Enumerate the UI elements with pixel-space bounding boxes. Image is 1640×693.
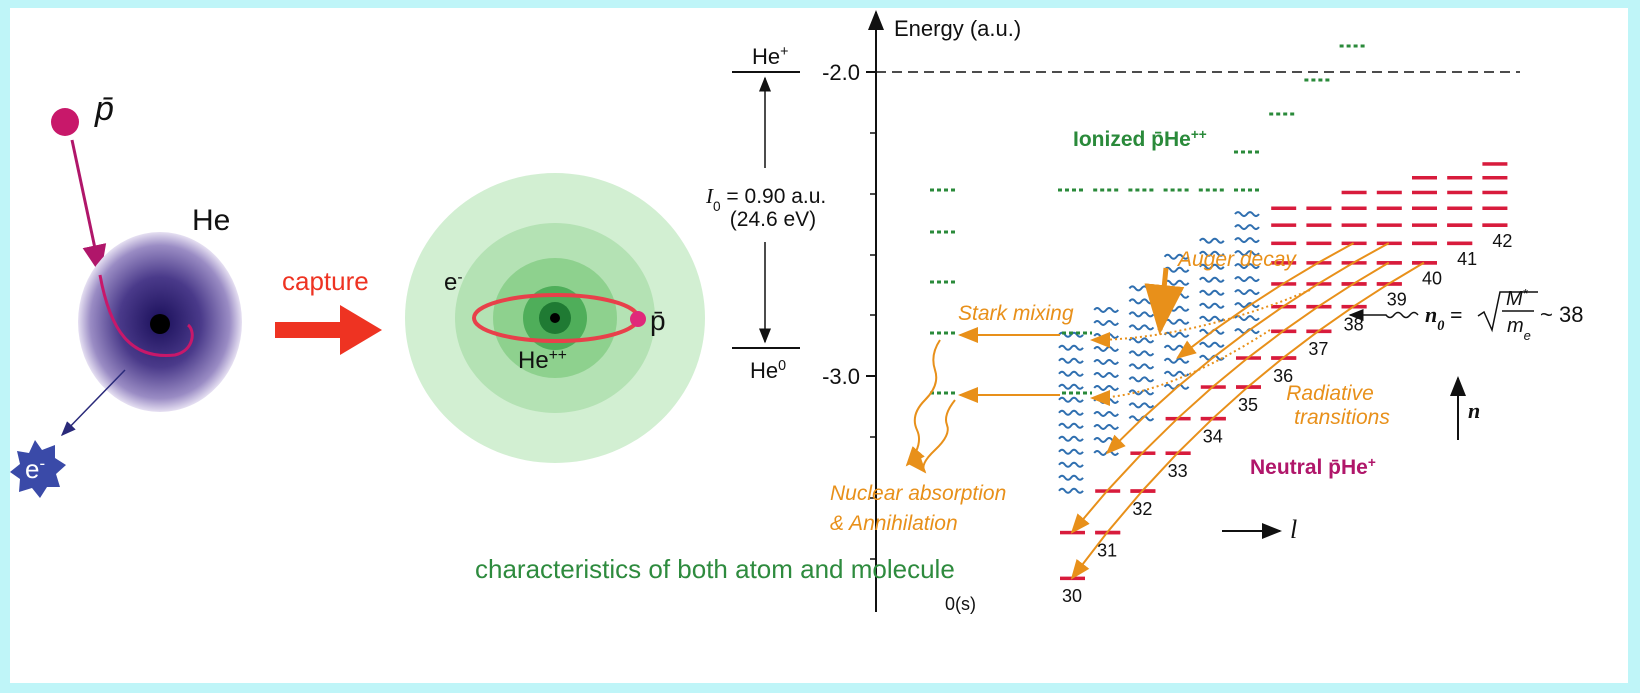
metastable-level [1447,242,1472,246]
neutral-label-part: Neutral p̄He [1250,456,1368,479]
metastable-level [1447,191,1472,195]
nucleus-label-part: He [518,347,549,374]
level-label: 33 [1168,461,1188,481]
he-zero-label-part: He [750,358,778,383]
n-axis-label: n [1468,398,1480,423]
ionization-ev: (24.6 eV) [730,208,816,231]
level-label: 40 [1422,269,1442,289]
tick-label: -3.0 [822,364,860,389]
he-plus-label-part: + [780,44,788,60]
stark-label: Stark mixing [958,302,1074,325]
metastable-level [1447,176,1472,180]
absorption-label: Nuclear absorption [830,482,1006,505]
n0-label-part: n [1425,302,1437,327]
n0-approx: ~ 38 [1540,302,1583,327]
level-label: 39 [1387,290,1407,310]
origin-label: 0(s) [945,594,976,614]
absorption-label: & Annihilation [830,512,958,535]
electron-label-part: - [39,454,45,473]
nucleus-label-part: ++ [549,347,567,364]
tick-label: -2.0 [822,60,860,85]
level-label: 35 [1238,395,1258,415]
metastable-level [1306,223,1331,227]
metastable-level [1342,191,1367,195]
metastable-level [1342,242,1367,246]
metastable-level [1377,191,1402,195]
level-label: 41 [1457,249,1477,269]
ionized-label: Ionized p̄He++ [1073,127,1207,152]
electron-label-part: e [25,454,39,484]
metastable-level [1482,176,1507,180]
radiative-label: Radiative [1286,382,1374,405]
level-label: 34 [1203,426,1223,446]
radiative-label: transitions [1294,406,1390,429]
metastable-level [1377,261,1402,265]
metastable-level [1271,242,1296,246]
metastable-level [1377,242,1402,246]
ionized-label-part: Ionized p̄He [1073,128,1191,151]
metastable-level [1306,207,1331,211]
axis-label: Energy (a.u.) [894,16,1021,41]
antiproton-label: p̄ [94,90,114,128]
he-nucleus [150,314,170,334]
ionization-label-part: = 0.90 a.u. [721,185,827,208]
level-label: 42 [1492,231,1512,251]
l-axis-label: l [1290,515,1297,544]
metastable-level [1377,207,1402,211]
neutral-label-part: + [1368,455,1376,470]
metastable-level [1482,191,1507,195]
n0-num-part: M [1506,288,1523,310]
level-label: 37 [1308,339,1328,359]
page: p̄Hee-capturee-p̄He++characteristics of … [0,0,1640,693]
metastable-level [1377,223,1402,227]
caption: characteristics of both atom and molecul… [475,554,955,584]
metastable-level [1412,191,1437,195]
auger-label: Auger decay [1176,248,1297,271]
metastable-level [1412,176,1437,180]
metastable-level [1447,223,1472,227]
metastable-level [1412,223,1437,227]
he-plus-label-part: He [752,44,780,69]
metastable-level [1412,207,1437,211]
metastable-level [1342,207,1367,211]
he-zero-label-part: 0 [778,358,786,374]
metastable-level [1412,242,1437,246]
metastable-level [1306,242,1331,246]
n0-label-part: = [1444,302,1462,327]
metastable-level [1271,223,1296,227]
cloud-electron-label-part: - [457,269,462,286]
antiproton-dot [51,108,79,136]
metastable-level [1482,162,1507,166]
n0-label-part: 0 [1437,318,1444,334]
helium-nucleus [550,313,560,323]
level-label: 31 [1097,540,1117,560]
n0-den-part: e [1524,328,1531,343]
metastable-level [1271,207,1296,211]
n0-den-part: m [1507,315,1524,337]
metastable-level [1447,207,1472,211]
level-label: 38 [1344,314,1364,334]
cloud-electron-label-part: e [444,269,457,296]
metastable-level [1482,223,1507,227]
orbit-antiproton-label: p̄ [650,305,666,336]
capture-label: capture [282,266,369,296]
ionized-label-part: ++ [1191,127,1207,142]
metastable-level [1482,207,1507,211]
neutral-label: Neutral p̄He+ [1250,455,1376,480]
figure: p̄Hee-capturee-p̄He++characteristics of … [0,0,1640,693]
metastable-level [1412,261,1437,265]
level-label: 32 [1132,499,1152,519]
level-label: 30 [1062,586,1082,606]
orbit-antiproton-dot [630,311,646,327]
metastable-level [1342,223,1367,227]
atom-label: He [192,204,230,237]
